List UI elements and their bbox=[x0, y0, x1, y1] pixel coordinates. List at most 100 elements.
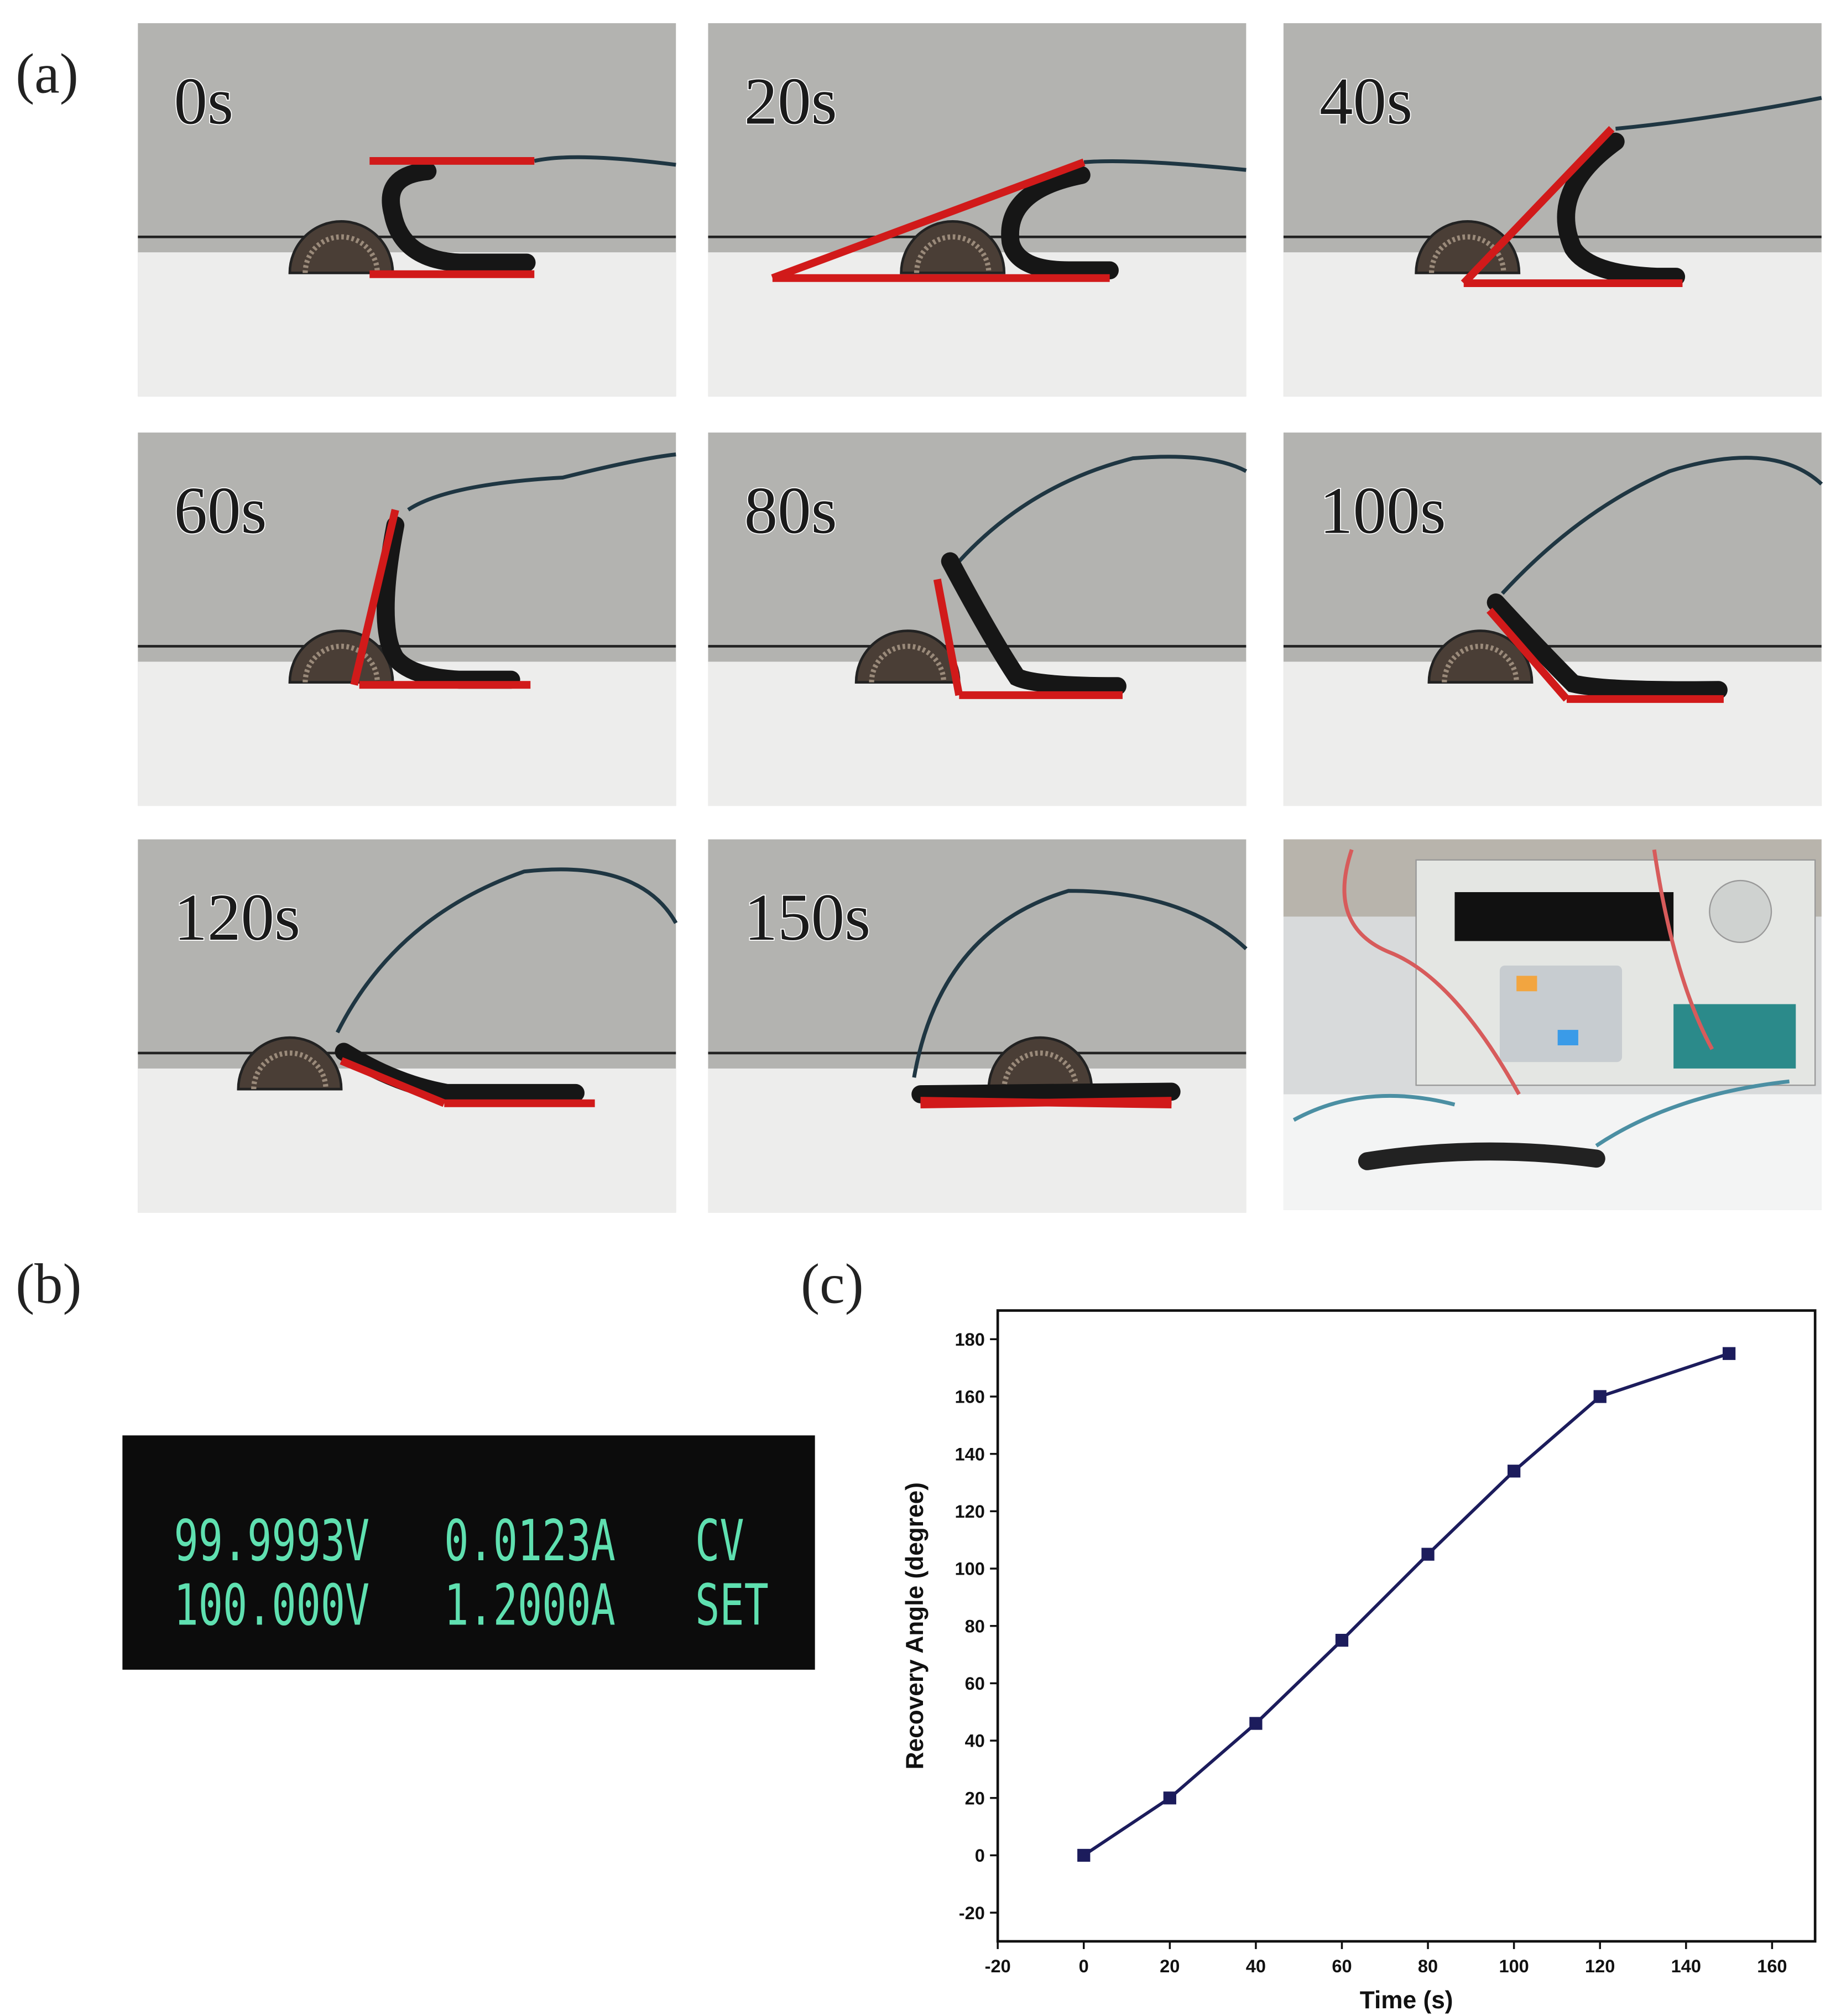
x-tick-label: 40 bbox=[1246, 1956, 1266, 1976]
table-surface bbox=[1283, 252, 1822, 397]
angle-line bbox=[350, 509, 399, 686]
wire bbox=[957, 455, 1248, 563]
frame-time-label: 120s bbox=[174, 881, 301, 955]
wire bbox=[912, 889, 1248, 1078]
x-tick-label: 80 bbox=[1418, 1956, 1438, 1976]
protractor bbox=[900, 220, 1006, 274]
wire bbox=[407, 452, 676, 512]
data-point bbox=[1077, 1848, 1091, 1862]
sample-strip bbox=[335, 1043, 585, 1102]
photo-frame: 60s bbox=[138, 433, 676, 806]
photo-frame: 100s bbox=[1283, 433, 1823, 806]
data-point bbox=[1722, 1347, 1736, 1360]
sample-strip bbox=[1001, 166, 1119, 280]
sample-strip bbox=[911, 1082, 1181, 1103]
y-tick-label: 40 bbox=[965, 1731, 985, 1751]
data-point bbox=[1249, 1717, 1263, 1730]
y-tick-label: 60 bbox=[965, 1674, 985, 1694]
y-tick-label: 80 bbox=[965, 1616, 985, 1636]
x-tick-label: 160 bbox=[1757, 1956, 1787, 1976]
y-tick-label: 20 bbox=[965, 1788, 985, 1808]
sample-strip bbox=[382, 162, 536, 272]
data-point bbox=[1593, 1390, 1607, 1403]
data-point bbox=[1421, 1548, 1435, 1561]
protractor-scale bbox=[1428, 234, 1506, 273]
angle-line bbox=[1461, 126, 1615, 286]
x-axis-label: Time (s) bbox=[1360, 1987, 1453, 2014]
photo-frame: 80s bbox=[708, 433, 1248, 806]
angle-line bbox=[340, 1057, 446, 1107]
y-tick-label: 140 bbox=[955, 1444, 985, 1464]
sample-strip bbox=[1557, 132, 1686, 286]
frame-time-label: 20s bbox=[744, 64, 837, 138]
display-reading: 1.2000A bbox=[444, 1572, 616, 1638]
photo-frame: 40s bbox=[1283, 23, 1822, 397]
frame-time-label: 40s bbox=[1320, 64, 1412, 138]
panel-label: (c) bbox=[801, 1253, 864, 1316]
frame-time-label: 60s bbox=[174, 474, 267, 548]
protractor bbox=[288, 220, 394, 274]
table-surface bbox=[708, 661, 1247, 806]
x-tick-label: 120 bbox=[1585, 1956, 1615, 1976]
protractor-scale bbox=[914, 234, 992, 273]
photo-frame: 150s bbox=[708, 839, 1248, 1213]
wire bbox=[1615, 96, 1822, 131]
display-panel bbox=[122, 1435, 815, 1670]
display-reading: SET bbox=[695, 1572, 769, 1638]
data-point bbox=[1335, 1634, 1349, 1647]
y-tick-label: -20 bbox=[959, 1903, 985, 1923]
frame-time-label: 80s bbox=[744, 474, 837, 548]
y-tick-label: 160 bbox=[955, 1387, 985, 1407]
y-tick-label: 120 bbox=[955, 1502, 985, 1522]
protractor bbox=[1415, 220, 1521, 274]
frame-time-label: 0s bbox=[174, 64, 234, 138]
y-tick-label: 180 bbox=[955, 1330, 985, 1350]
frame-time-label: 100s bbox=[1320, 474, 1446, 548]
protractor bbox=[237, 1036, 343, 1091]
x-tick-label: 20 bbox=[1160, 1956, 1180, 1976]
protractor bbox=[1427, 629, 1534, 684]
angle-line bbox=[1487, 607, 1570, 702]
x-tick-label: -20 bbox=[985, 1956, 1011, 1976]
display-reading: CV bbox=[695, 1508, 744, 1574]
sample-strip bbox=[1487, 593, 1728, 700]
x-tick-label: 0 bbox=[1079, 1956, 1089, 1976]
sample-strip bbox=[941, 552, 1126, 695]
y-tick-label: 0 bbox=[975, 1846, 985, 1866]
data-point bbox=[1163, 1791, 1176, 1805]
protractor-scale bbox=[303, 643, 380, 683]
display-reading: 0.0123A bbox=[444, 1508, 616, 1574]
plot-frame bbox=[996, 1309, 1817, 1943]
x-tick-label: 100 bbox=[1499, 1956, 1529, 1976]
data-point bbox=[1508, 1465, 1521, 1478]
wire bbox=[1501, 456, 1823, 595]
frame-time-label: 150s bbox=[744, 881, 871, 955]
x-tick-label: 60 bbox=[1332, 1956, 1352, 1976]
display-reading: 99.9993V bbox=[174, 1508, 369, 1574]
wire bbox=[1083, 159, 1247, 172]
data-line bbox=[1083, 1352, 1730, 1857]
protractor-scale bbox=[869, 643, 947, 683]
x-tick-label: 140 bbox=[1671, 1956, 1701, 1976]
angle-line bbox=[771, 158, 1086, 282]
wire bbox=[335, 867, 678, 1034]
panel-label: (a) bbox=[15, 43, 79, 106]
photo-frame: 20s bbox=[708, 23, 1247, 397]
protractor-scale bbox=[251, 1050, 328, 1090]
y-axis-label: Recovery Angle (degree) bbox=[901, 1482, 929, 1769]
protractor bbox=[987, 1036, 1093, 1091]
angle-line bbox=[933, 579, 963, 696]
angle-line bbox=[920, 1097, 1172, 1109]
sample-strip bbox=[377, 516, 520, 689]
y-tick-label: 100 bbox=[955, 1559, 985, 1579]
photo-frame: 120s bbox=[138, 839, 678, 1213]
table-surface bbox=[138, 1068, 676, 1213]
photo-frame: 0s bbox=[138, 23, 676, 397]
protractor-scale bbox=[303, 234, 380, 273]
panel-label: (b) bbox=[15, 1253, 81, 1316]
protractor-scale bbox=[1442, 643, 1519, 683]
protractor-scale bbox=[1002, 1050, 1079, 1090]
display-reading: 100.000V bbox=[174, 1572, 369, 1638]
